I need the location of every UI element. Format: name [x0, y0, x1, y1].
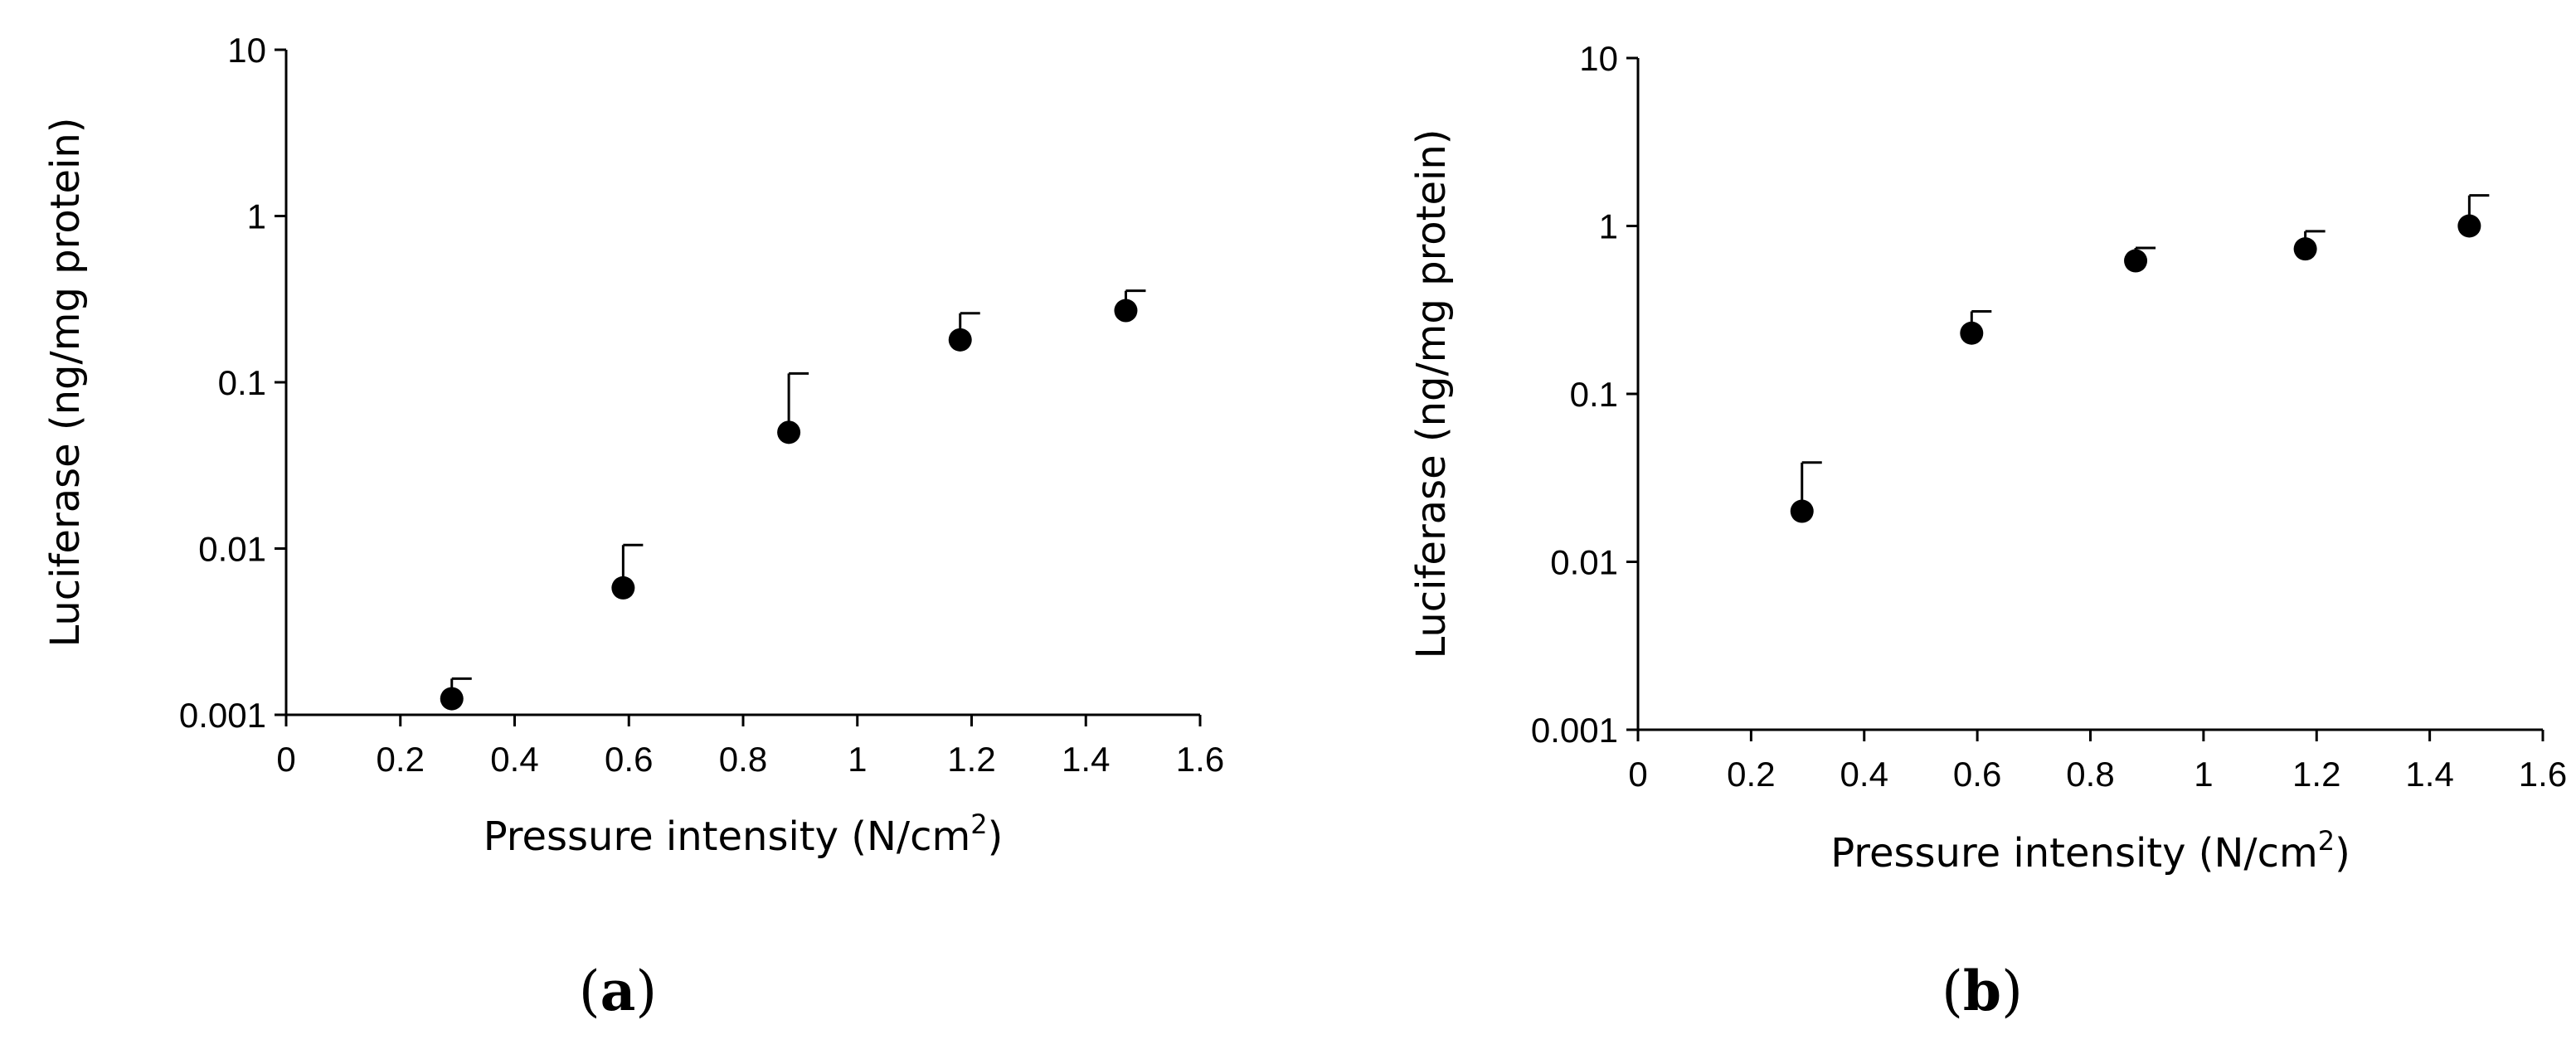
x-tick-label: 0.4	[490, 740, 538, 779]
x-tick-label: 1.6	[1176, 740, 1224, 779]
y-tick-label: 0.01	[198, 530, 266, 569]
y-tick-label: 0.1	[218, 363, 266, 402]
data-point	[440, 687, 464, 711]
y-tick-label: 0.01	[1550, 543, 1618, 582]
y-tick-label: 1	[1599, 207, 1618, 246]
data-point	[2124, 249, 2148, 273]
x-tick-label: 1.4	[1062, 740, 1110, 779]
panel-label: (a)	[579, 959, 657, 1023]
x-tick-label: 1.2	[947, 740, 995, 779]
x-axis-title-superscript: 2	[970, 809, 987, 840]
y-axis-title: Luciferase (ng/mg protein)	[42, 117, 89, 647]
data-point	[2457, 214, 2481, 238]
x-axis-title-end: )	[2335, 830, 2350, 877]
x-axis-title-main: Pressure intensity (N/cm	[484, 813, 971, 860]
x-tick-label: 0.8	[2066, 755, 2114, 794]
x-axis-title: Pressure intensity (N/cm2)	[484, 809, 1004, 860]
panel-label-letter: b	[1963, 959, 2001, 1023]
y-tick-label: 1	[247, 197, 266, 236]
y-tick-label: 10	[1579, 39, 1618, 78]
x-tick-label: 0.6	[1953, 755, 2001, 794]
x-tick-label: 0.6	[605, 740, 653, 779]
x-tick-label: 0.8	[719, 740, 767, 779]
data-point	[948, 328, 972, 352]
x-tick-label: 1	[2194, 755, 2213, 794]
x-tick-label: 0	[1628, 755, 1647, 794]
x-tick-label: 0.4	[1840, 755, 1888, 794]
x-axis-title-superscript: 2	[2318, 825, 2335, 857]
chart-panel-a: 0.001 0.01 0.1 1 10 0 0.2 0.4 0.6 0.8 1 1.2 1.4 1.6 Pr…	[42, 31, 1224, 1023]
panel-label: (b)	[1942, 959, 2023, 1023]
x-axis-title-main: Pressure intensity (N/cm	[1830, 830, 2318, 877]
data-point	[777, 420, 801, 444]
x-tick-label: 1.4	[2405, 755, 2453, 794]
y-axis-title: Luciferase (ng/mg protein)	[1408, 129, 1455, 658]
x-tick-label: 1.2	[2292, 755, 2340, 794]
data-point	[1114, 299, 1138, 323]
x-tick-label: 0.2	[1727, 755, 1775, 794]
x-tick-label: 1.6	[2519, 755, 2567, 794]
y-tick-label: 0.1	[1570, 375, 1618, 414]
x-tick-label: 1	[848, 740, 867, 779]
y-tick-label: 0.001	[179, 696, 266, 735]
data-point	[2293, 237, 2317, 261]
x-tick-label: 0	[276, 740, 295, 779]
data-point	[1790, 499, 1814, 523]
chart-panel-b: 0.001 0.01 0.1 1 10 0 0.2 0.4 0.6 0.8 1 1.2 1.4 1.6 Pr…	[1408, 39, 2567, 1023]
x-axis-title: Pressure intensity (N/cm2)	[1830, 825, 2350, 877]
panel-label-letter: a	[600, 959, 636, 1023]
x-tick-label: 0.2	[377, 740, 425, 779]
x-axis-title-end: )	[988, 813, 1004, 860]
data-point	[611, 575, 635, 600]
data-point	[1960, 321, 1984, 345]
y-tick-label: 0.001	[1531, 711, 1618, 750]
y-tick-label: 10	[227, 31, 266, 70]
